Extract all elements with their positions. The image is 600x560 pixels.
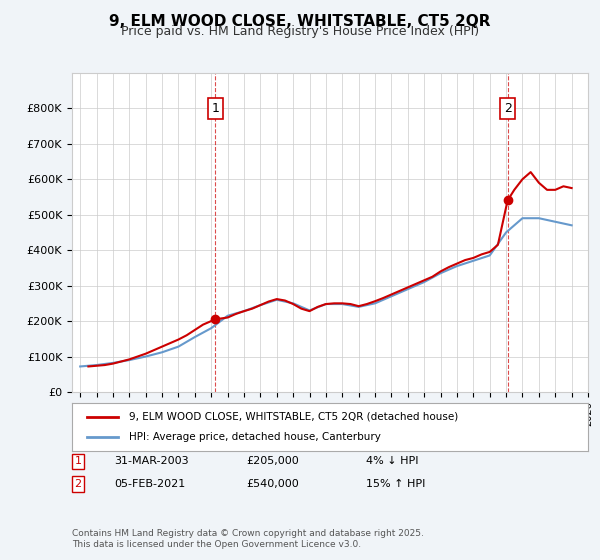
Text: 9, ELM WOOD CLOSE, WHITSTABLE, CT5 2QR: 9, ELM WOOD CLOSE, WHITSTABLE, CT5 2QR <box>109 14 491 29</box>
Text: 4% ↓ HPI: 4% ↓ HPI <box>366 456 419 466</box>
Text: Price paid vs. HM Land Registry's House Price Index (HPI): Price paid vs. HM Land Registry's House … <box>121 25 479 38</box>
Text: £205,000: £205,000 <box>246 456 299 466</box>
Text: 1: 1 <box>74 456 82 466</box>
Text: 1: 1 <box>211 102 219 115</box>
Text: 2: 2 <box>74 479 82 489</box>
Text: Contains HM Land Registry data © Crown copyright and database right 2025.
This d: Contains HM Land Registry data © Crown c… <box>72 529 424 549</box>
Text: 15% ↑ HPI: 15% ↑ HPI <box>366 479 425 489</box>
Text: HPI: Average price, detached house, Canterbury: HPI: Average price, detached house, Cant… <box>129 432 380 442</box>
Text: £540,000: £540,000 <box>246 479 299 489</box>
Text: 31-MAR-2003: 31-MAR-2003 <box>114 456 188 466</box>
Text: 05-FEB-2021: 05-FEB-2021 <box>114 479 185 489</box>
Text: 9, ELM WOOD CLOSE, WHITSTABLE, CT5 2QR (detached house): 9, ELM WOOD CLOSE, WHITSTABLE, CT5 2QR (… <box>129 412 458 422</box>
Text: 2: 2 <box>503 102 512 115</box>
